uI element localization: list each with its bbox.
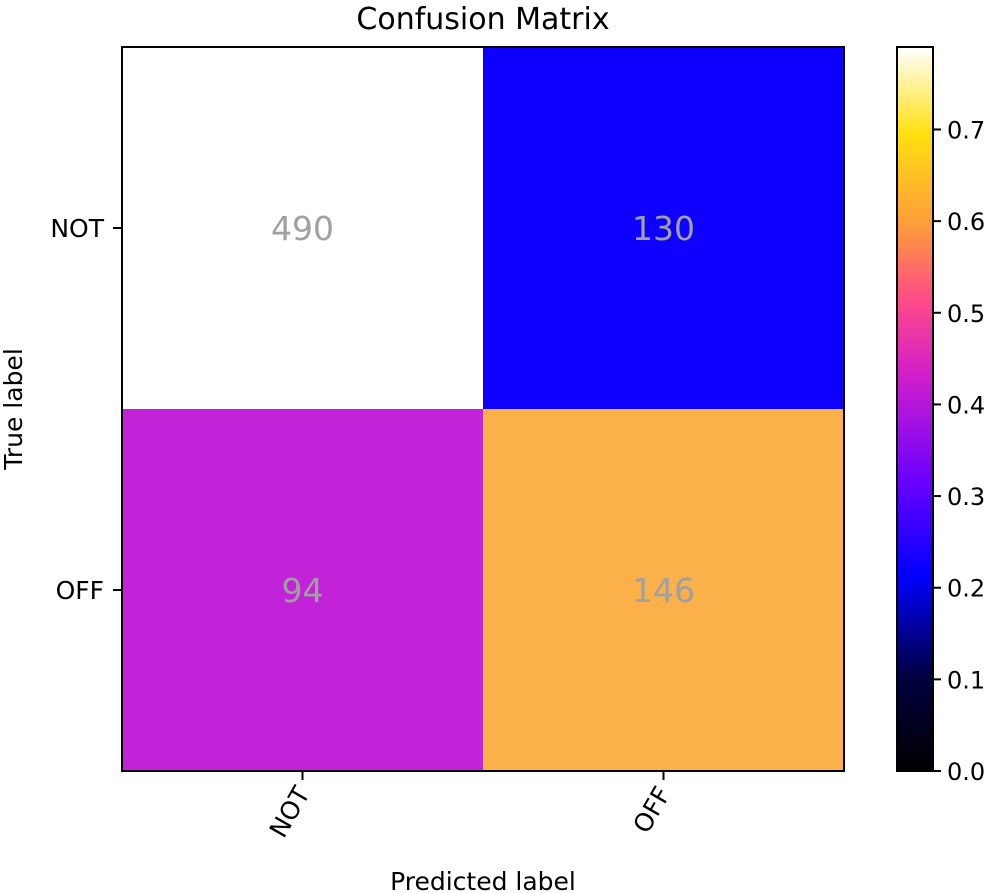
matrix-cells — [122, 47, 844, 771]
x-axis-ticks: NOT OFF — [264, 771, 677, 842]
matrix-cell-labels: 490 130 94 146 — [271, 209, 695, 610]
y-axis-ticks: NOT OFF — [50, 214, 122, 605]
cell-value-label: 146 — [632, 571, 695, 610]
colorbar-tick-label: 0.6 — [947, 208, 985, 236]
cell-value-label: 130 — [632, 209, 695, 248]
colorbar-tick-label: 0.7 — [947, 116, 985, 144]
colorbar — [896, 46, 934, 772]
x-tick-label: NOT — [264, 781, 316, 843]
colorbar-tick-label: 0.4 — [947, 391, 985, 419]
matrix-cell — [122, 47, 483, 409]
cell-value-label: 490 — [271, 209, 334, 248]
y-tick-label: NOT — [50, 214, 104, 243]
colorbar-tick-label: 0.5 — [947, 300, 985, 328]
matrix-cell — [122, 409, 483, 771]
y-axis-label: True label — [0, 348, 28, 471]
colorbar-tick-label: 0.3 — [947, 483, 985, 511]
plot-frame — [121, 46, 845, 772]
cell-value-label: 94 — [282, 571, 324, 610]
colorbar-ticks: 0.0 0.1 0.2 0.3 0.4 0.5 0.6 0.7 — [933, 116, 985, 786]
x-tick-label: OFF — [627, 782, 676, 838]
matrix-cell — [483, 47, 844, 409]
x-axis-label: Predicted label — [390, 867, 576, 893]
matrix-cell — [483, 409, 844, 771]
colorbar-tick-label: 0.1 — [947, 666, 985, 694]
y-tick-label: OFF — [56, 576, 104, 605]
chart-title: Confusion Matrix — [356, 2, 609, 37]
colorbar-tick-label: 0.2 — [947, 575, 985, 603]
colorbar-tick-label: 0.0 — [947, 758, 985, 786]
